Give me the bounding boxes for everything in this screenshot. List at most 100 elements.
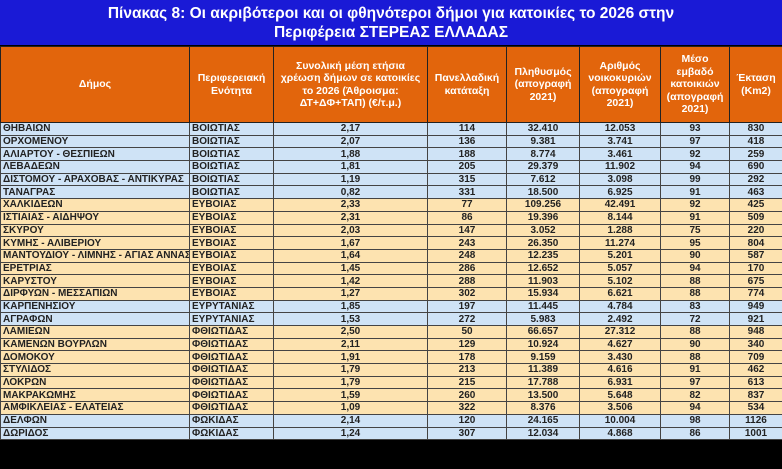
cell-avg-area: 94 (660, 261, 730, 276)
cell-population: 17.788 (506, 375, 580, 390)
table-row: ΜΑΚΡΑΚΩΜΗΣ ΦΘΙΩΤΙΔΑΣ 1,59 260 13.500 5.648 82 8… (0, 388, 782, 403)
cell-avg-area: 91 (660, 363, 730, 377)
cell-national-rank: 136 (427, 134, 507, 149)
cell-population: 11.389 (506, 363, 580, 377)
cell-annual-charge: 1,24 (273, 426, 428, 441)
cell-avg-area: 88 (660, 325, 730, 339)
cell-population: 13.500 (506, 388, 580, 403)
cell-municipality: ΕΡΕΤΡΙΑΣ (0, 261, 190, 276)
cell-population: 66.657 (506, 325, 580, 339)
cell-annual-charge: 1,79 (273, 363, 428, 377)
table-row: ΘΗΒΑΙΩΝ ΒΟΙΩΤΙΑΣ 2,17 114 32.410 12.053 93 830 (0, 122, 782, 136)
table-row: ΣΚΥΡΟΥ ΕΥΒΟΙΑΣ 2,03 147 3.052 1.288 75 220 (0, 223, 782, 238)
cell-households: 4.784 (579, 299, 661, 314)
table-row: ΑΜΦΙΚΛΕΙΑΣ - ΕΛΑΤΕΙΑΣ ΦΘΙΩΤΙΔΑΣ 1,09 322 8.3… (0, 401, 782, 415)
cell-households: 11.274 (579, 236, 661, 250)
cell-national-rank: 302 (427, 286, 507, 301)
table-title: Πίνακας 8: Οι ακριβότεροι και οι φθηνότε… (0, 0, 782, 45)
header-row: Δήμος Περιφερειακή Ενότητα Συνολική μέση… (0, 46, 782, 123)
cell-national-rank: 215 (427, 375, 507, 390)
cell-area-km2: 462 (729, 363, 782, 377)
cell-population: 3.052 (506, 223, 580, 238)
cell-municipality: ΚΥΜΗΣ - ΑΛΙΒΕΡΙΟΥ (0, 236, 190, 250)
cell-households: 4.868 (579, 426, 661, 441)
cell-national-rank: 322 (427, 401, 507, 415)
cell-population: 8.376 (506, 401, 580, 415)
cell-national-rank: 147 (427, 223, 507, 238)
table-row: ΤΑΝΑΓΡΑΣ ΒΟΙΩΤΙΑΣ 0,82 331 18.500 6.925 91 463 (0, 185, 782, 200)
cell-area-km2: 709 (729, 350, 782, 365)
table-row: ΚΑΜΕΝΩΝ ΒΟΥΡΛΩΝ ΦΘΙΩΤΙΔΑΣ 2,11 129 10.924 4.6… (0, 337, 782, 352)
cell-annual-charge: 1,79 (273, 375, 428, 390)
cell-area-km2: 1001 (729, 426, 782, 441)
cell-households: 42.491 (579, 198, 661, 212)
cell-national-rank: 129 (427, 337, 507, 352)
cell-households: 8.144 (579, 210, 661, 225)
cell-national-rank: 315 (427, 172, 507, 187)
cell-population: 11.445 (506, 299, 580, 314)
col-header-area-km2: Έκταση (Km2) (729, 46, 782, 123)
cell-avg-area: 88 (660, 286, 730, 301)
cell-avg-area: 75 (660, 223, 730, 238)
cell-national-rank: 114 (427, 122, 507, 136)
table-row: ΛΕΒΑΔΕΩΝ ΒΟΙΩΤΙΑΣ 1,81 205 29.379 11.902 94 690 (0, 160, 782, 174)
cell-population: 24.165 (506, 413, 580, 428)
cell-annual-charge: 0,82 (273, 185, 428, 200)
cell-municipality: ΚΑΡΥΣΤΟΥ (0, 274, 190, 288)
col-header-population: Πληθυσμός (απογραφή 2021) (506, 46, 580, 123)
cell-municipality: ΤΑΝΑΓΡΑΣ (0, 185, 190, 200)
cell-population: 109.256 (506, 198, 580, 212)
cell-avg-area: 91 (660, 210, 730, 225)
cell-municipality: ΚΑΡΠΕΝΗΣΙΟΥ (0, 299, 190, 314)
cell-households: 5.201 (579, 248, 661, 263)
cell-annual-charge: 1,19 (273, 172, 428, 187)
cell-population: 7.612 (506, 172, 580, 187)
cell-national-rank: 272 (427, 312, 507, 326)
cell-households: 27.312 (579, 325, 661, 339)
cell-population: 11.903 (506, 274, 580, 288)
cell-regional-unit: ΦΘΙΩΤΙΔΑΣ (189, 375, 274, 390)
cell-area-km2: 774 (729, 286, 782, 301)
cell-population: 18.500 (506, 185, 580, 200)
cell-area-km2: 837 (729, 388, 782, 403)
cell-municipality: ΑΓΡΑΦΩΝ (0, 312, 190, 326)
cell-annual-charge: 2,03 (273, 223, 428, 238)
cell-area-km2: 340 (729, 337, 782, 352)
cell-avg-area: 95 (660, 236, 730, 250)
cell-avg-area: 83 (660, 299, 730, 314)
table-row: ΑΛΙΑΡΤΟΥ - ΘΕΣΠΙΕΩΝ ΒΟΙΩΤΙΑΣ 1,88 188 8.774 3… (0, 147, 782, 162)
cell-area-km2: 613 (729, 375, 782, 390)
cell-area-km2: 948 (729, 325, 782, 339)
cell-regional-unit: ΕΥΒΟΙΑΣ (189, 286, 274, 301)
cell-municipality: ΚΑΜΕΝΩΝ ΒΟΥΡΛΩΝ (0, 337, 190, 352)
cell-municipality: ΑΜΦΙΚΛΕΙΑΣ - ΕΛΑΤΕΙΑΣ (0, 401, 190, 415)
cell-area-km2: 418 (729, 134, 782, 149)
cell-annual-charge: 2,50 (273, 325, 428, 339)
cell-households: 4.616 (579, 363, 661, 377)
cell-avg-area: 88 (660, 274, 730, 288)
table-row: ΙΣΤΙΑΙΑΣ - ΑΙΔΗΨΟΥ ΕΥΒΟΙΑΣ 2,31 86 19.396 8.1… (0, 210, 782, 225)
cell-regional-unit: ΦΘΙΩΤΙΔΑΣ (189, 350, 274, 365)
cell-annual-charge: 1,64 (273, 248, 428, 263)
cell-avg-area: 94 (660, 401, 730, 415)
cell-annual-charge: 2,31 (273, 210, 428, 225)
cell-national-rank: 288 (427, 274, 507, 288)
cell-area-km2: 425 (729, 198, 782, 212)
table-row: ΜΑΝΤΟΥΔΙΟΥ - ΛΙΜΝΗΣ - ΑΓΙΑΣ ΑΝΝΑΣ ΕΥΒΟΙΑΣ… (0, 248, 782, 263)
cell-annual-charge: 1,09 (273, 401, 428, 415)
cell-national-rank: 331 (427, 185, 507, 200)
cell-population: 5.983 (506, 312, 580, 326)
cell-population: 9.159 (506, 350, 580, 365)
cell-population: 12.235 (506, 248, 580, 263)
cell-regional-unit: ΕΥΒΟΙΑΣ (189, 198, 274, 212)
cell-municipality: ΛΕΒΑΔΕΩΝ (0, 160, 190, 174)
cell-households: 3.098 (579, 172, 661, 187)
cell-avg-area: 97 (660, 375, 730, 390)
cell-households: 6.931 (579, 375, 661, 390)
title-line-1: Πίνακας 8: Οι ακριβότεροι και οι φθηνότε… (107, 5, 675, 22)
cell-avg-area: 91 (660, 185, 730, 200)
cell-municipality: ΔΩΡΙΔΟΣ (0, 426, 190, 441)
cell-avg-area: 97 (660, 134, 730, 149)
cell-area-km2: 675 (729, 274, 782, 288)
cell-population: 12.034 (506, 426, 580, 441)
